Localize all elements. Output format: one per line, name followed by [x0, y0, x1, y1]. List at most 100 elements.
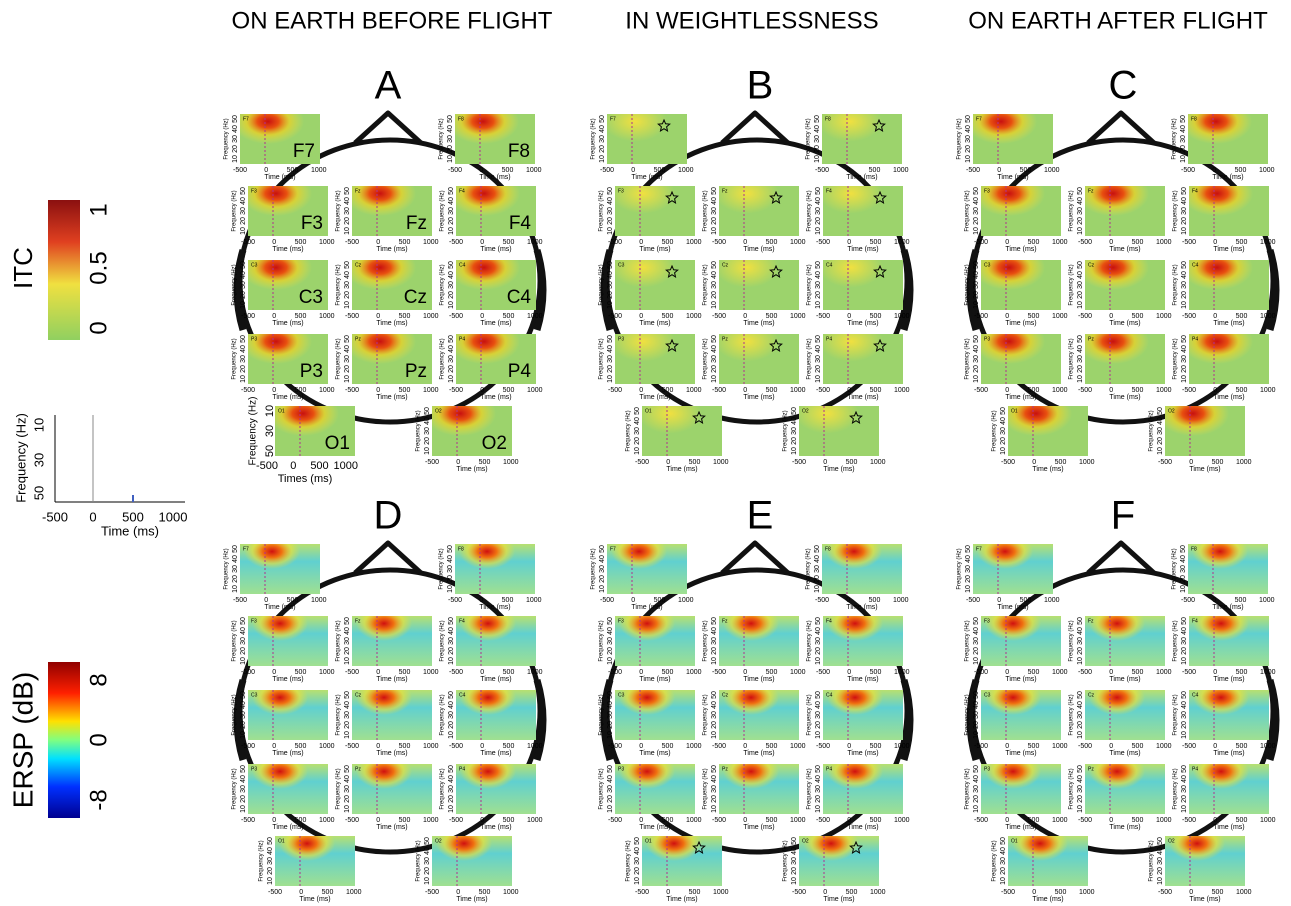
ersp-label: ERSP (dB)	[7, 672, 38, 808]
y-tick-label: 10	[1000, 877, 1007, 885]
electrode-tag: Pz	[355, 336, 361, 342]
y-tick-label: 30	[240, 785, 247, 793]
electrode-tag: C3	[618, 262, 625, 268]
x-tick-label: -500	[256, 460, 278, 472]
column-title: IN WEIGHTLESSNESS	[625, 7, 878, 34]
ear	[1266, 248, 1280, 332]
electrode-tag: Cz	[1088, 692, 1095, 698]
y-tick-label: 20	[240, 647, 247, 655]
x-tick-label: 0	[264, 597, 268, 604]
y-tick-label: 40	[240, 271, 247, 279]
y-tick-label: 10	[344, 805, 351, 813]
x-tick-label: 1000	[503, 889, 519, 896]
heatmap-blob	[799, 836, 879, 886]
panel-letter: E	[747, 494, 774, 538]
y-axis-label: Frequency (Hz)	[957, 118, 963, 159]
y-tick-label: 10	[1077, 731, 1084, 739]
y-tick-label: 30	[814, 135, 821, 143]
heatmap-blob	[1188, 544, 1268, 594]
x-axis-label: Time (ms)	[639, 676, 670, 683]
heatmap-blob	[248, 334, 328, 384]
x-axis-label: Time (ms)	[1032, 896, 1063, 903]
y-tick-label: 20	[634, 437, 641, 445]
x-axis-label: Time (ms)	[272, 320, 303, 327]
significance-star	[665, 190, 679, 204]
heatmap-blob	[1189, 186, 1269, 236]
heatmap-blob	[240, 114, 320, 164]
y-tick-label: 20	[711, 795, 718, 803]
x-tick-label: 0	[376, 817, 380, 824]
x-tick-label: -500	[966, 167, 980, 174]
y-tick-label: 30	[240, 281, 247, 289]
x-tick-label: 1000	[1156, 669, 1172, 676]
electrode-tag: P3	[251, 336, 257, 342]
y-tick-label: 30	[447, 565, 454, 573]
y-tick-label: 50	[1180, 115, 1187, 123]
y-tick-label: 20	[1181, 291, 1188, 299]
y-tick-label: 40	[711, 775, 718, 783]
y-tick-label: 50	[815, 765, 822, 773]
example-xtick: 1000	[159, 509, 188, 524]
x-tick-label: -500	[608, 313, 622, 320]
y-tick-label: 50	[711, 261, 718, 269]
x-tick-label: 1000	[319, 817, 335, 824]
y-tick-label: 50	[965, 115, 972, 123]
x-tick-label: -500	[449, 313, 463, 320]
x-tick-label: -500	[1158, 889, 1172, 896]
electrode-label: C3	[299, 287, 323, 308]
x-tick-label: 500	[766, 313, 778, 320]
y-axis-label: Frequency (Hz)	[248, 397, 259, 466]
y-tick-label: 50	[1000, 407, 1007, 415]
heatmap-blob	[1188, 114, 1268, 164]
ersp-tick: 8	[85, 673, 112, 686]
y-tick-label: 50	[815, 691, 822, 699]
ear	[233, 678, 247, 762]
y-tick-label: 20	[344, 217, 351, 225]
y-tick-label: 20	[1000, 867, 1007, 875]
x-tick-label: -500	[241, 743, 255, 750]
y-tick-label: 20	[599, 145, 606, 153]
y-tick-label: 50	[607, 617, 614, 625]
y-tick-label: 20	[607, 795, 614, 803]
y-tick-label: 10	[711, 227, 718, 235]
x-axis-label: Time (ms)	[479, 174, 510, 181]
y-tick-label: 30	[965, 135, 972, 143]
heatmap-blob	[719, 260, 799, 310]
y-tick-label: 30	[424, 427, 431, 435]
x-tick-label: -500	[712, 313, 726, 320]
x-tick-label: 1000	[1156, 743, 1172, 750]
y-tick-label: 10	[264, 405, 276, 417]
x-tick-label: 0	[1213, 313, 1217, 320]
x-tick-label: 1000	[1079, 889, 1095, 896]
y-axis-label: Frequency (Hz)	[599, 620, 605, 661]
x-axis-label: Time (ms)	[376, 394, 407, 401]
x-tick-label: 0	[456, 889, 460, 896]
y-tick-label: 40	[1077, 775, 1084, 783]
x-tick-label: 1000	[1260, 313, 1276, 320]
electrode-tag: Fz	[722, 188, 728, 194]
x-axis-label: Time (ms)	[480, 320, 511, 327]
x-axis-label: Time (ms)	[1109, 676, 1140, 683]
y-tick-label: 10	[240, 227, 247, 235]
x-tick-label: 1000	[526, 167, 542, 174]
example-ytick: 10	[31, 418, 46, 432]
heatmap-blob	[719, 186, 799, 236]
heatmap-blob	[352, 334, 432, 384]
electrode-tag: F8	[458, 546, 464, 552]
y-axis-label: Frequency (Hz)	[232, 620, 238, 661]
y-tick-label: 30	[344, 711, 351, 719]
y-tick-label: 40	[240, 701, 247, 709]
y-tick-label: 40	[447, 125, 454, 133]
electrode-label: Fz	[406, 213, 427, 234]
heatmap-blob	[352, 616, 432, 666]
y-tick-label: 20	[607, 291, 614, 299]
x-tick-label: 500	[1020, 167, 1032, 174]
x-tick-label: 500	[870, 817, 882, 824]
x-tick-label: 1000	[319, 743, 335, 750]
x-axis-label: Time (ms)	[847, 676, 878, 683]
significance-star	[872, 118, 886, 132]
x-tick-label: 0	[1109, 313, 1113, 320]
y-axis-label: Frequency (Hz)	[1069, 620, 1075, 661]
y-tick-label: 30	[1157, 427, 1164, 435]
x-tick-label: -500	[345, 743, 359, 750]
